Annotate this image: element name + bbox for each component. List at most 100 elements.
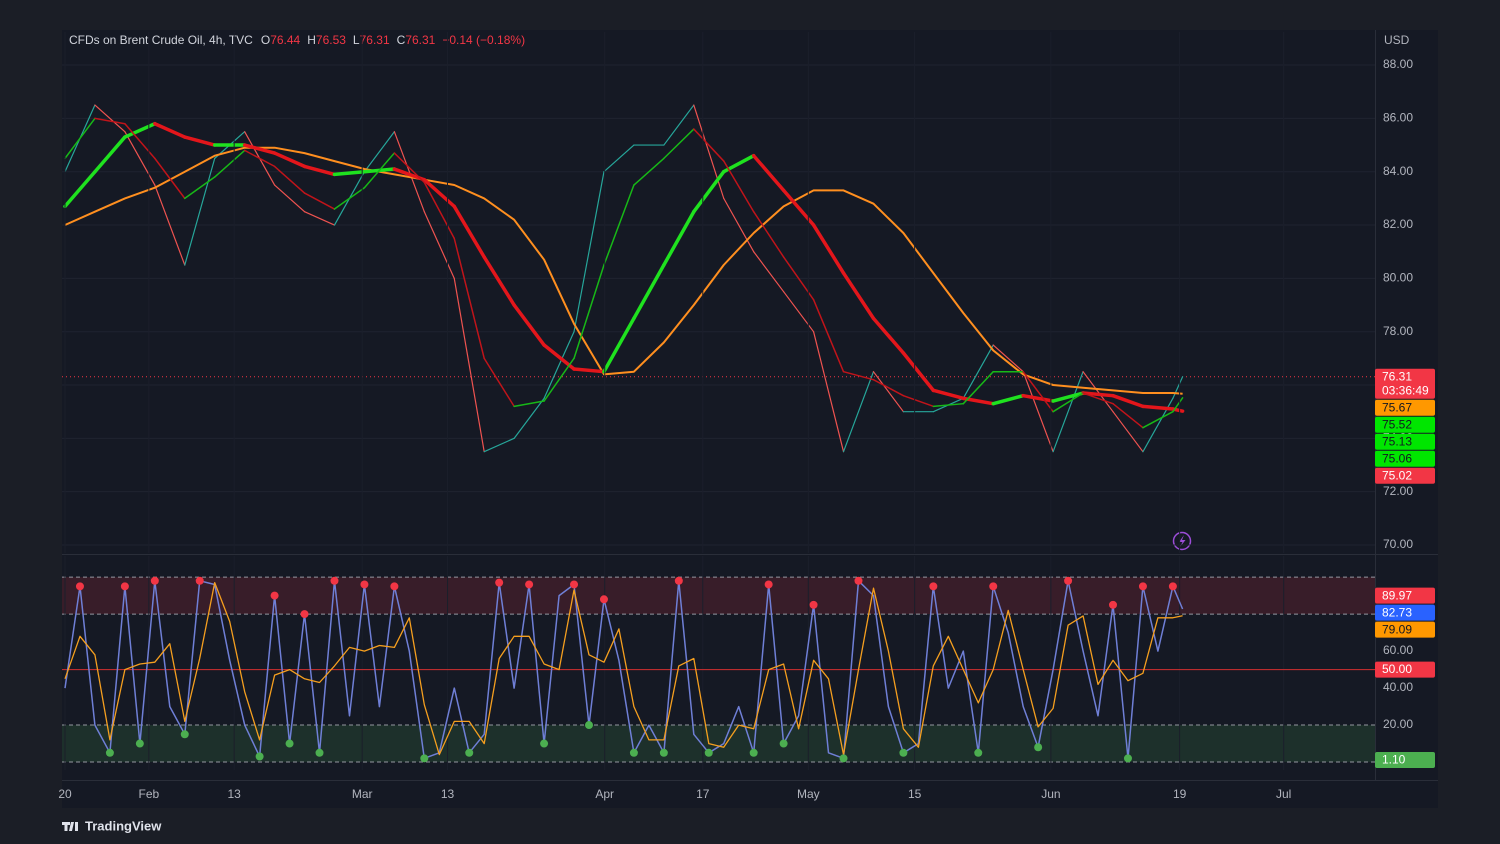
extreme-marker — [1138, 582, 1147, 591]
y-tick-label: 40.00 — [1383, 680, 1413, 694]
price-tag — [1375, 661, 1435, 678]
line-segment — [992, 344, 1024, 373]
line-segment — [872, 378, 905, 397]
price-tag — [1375, 399, 1435, 416]
extreme-marker — [1108, 600, 1117, 609]
price-tag-label: 76.31 — [1382, 369, 1412, 383]
line-segment — [1051, 391, 1085, 403]
x-tick-label: Jun — [1041, 787, 1060, 801]
y-tick-label: 86.00 — [1383, 111, 1413, 125]
ohlc-label: O — [261, 33, 270, 47]
line-segment — [693, 128, 725, 162]
alert-bolt[interactable] — [1179, 535, 1186, 547]
x-tick-label: 13 — [441, 787, 455, 801]
extreme-marker — [330, 576, 339, 585]
line-segment — [393, 131, 425, 213]
extreme-marker — [150, 576, 159, 585]
line-segment — [962, 370, 994, 405]
logo-mark[interactable] — [62, 822, 78, 831]
alert-circle[interactable] — [1172, 531, 1192, 551]
line-segment — [273, 184, 306, 213]
line-segment — [753, 251, 785, 293]
extreme-marker — [809, 600, 818, 609]
extreme-marker — [899, 748, 908, 757]
price-tag — [1375, 587, 1435, 604]
line-segment — [154, 157, 186, 200]
price-tag — [1375, 604, 1435, 621]
line-segment — [812, 298, 845, 373]
extreme-marker — [989, 582, 998, 591]
line-segment — [422, 177, 457, 209]
line-segment — [1112, 411, 1144, 453]
extreme-marker — [420, 754, 429, 763]
line-segment — [1172, 376, 1184, 399]
y-tick-label: 78.00 — [1383, 324, 1413, 338]
line-segment — [303, 211, 336, 226]
line-segment — [93, 135, 127, 174]
y-tick-label: 82.00 — [1383, 217, 1413, 231]
line-segment — [184, 157, 216, 266]
extreme-marker — [629, 748, 638, 757]
footer-brand[interactable]: TradingView — [85, 818, 162, 833]
extreme-marker — [270, 591, 279, 600]
line-segment — [483, 357, 515, 408]
line-segment — [723, 197, 755, 253]
line-segment — [871, 316, 906, 355]
extreme-marker — [135, 739, 144, 748]
line-segment — [722, 160, 755, 213]
line-segment — [633, 157, 665, 186]
line-segment — [752, 210, 785, 258]
line-segment — [213, 149, 246, 178]
x-tick-label: 17 — [696, 787, 710, 801]
line-segment — [153, 121, 187, 139]
line-segment — [603, 184, 635, 266]
extreme-marker — [300, 610, 309, 619]
line-segment — [991, 393, 1025, 406]
extreme-marker — [704, 748, 713, 757]
extreme-marker — [674, 576, 683, 585]
line-segment — [243, 149, 276, 168]
x-tick-label: Mar — [352, 787, 373, 801]
line-segment — [1022, 371, 1054, 453]
extreme-marker — [779, 739, 788, 748]
line-segment — [363, 131, 395, 173]
line-segment — [1022, 370, 1054, 413]
y-tick-label: 88.00 — [1383, 57, 1413, 71]
line-segment — [1052, 371, 1084, 453]
extreme-marker — [570, 580, 579, 589]
ohlc-value: 76.31 — [360, 33, 390, 47]
price-tag-countdown: 03:36:49 — [1382, 383, 1429, 397]
extreme-marker — [1123, 754, 1132, 763]
line-segment — [1021, 393, 1055, 403]
line-segment — [483, 437, 515, 453]
line-segment — [452, 204, 486, 259]
extreme-marker — [390, 582, 399, 591]
extreme-marker — [839, 754, 848, 763]
line-segment — [333, 186, 366, 210]
line-segment — [962, 344, 994, 399]
line-segment — [1141, 404, 1175, 411]
line-segment — [663, 104, 695, 146]
line-segment — [453, 237, 485, 360]
line-segment — [902, 394, 935, 408]
y-tick-label: 70.00 — [1383, 537, 1413, 551]
price-tag — [1375, 752, 1435, 769]
y-tick-label: 72.00 — [1383, 484, 1413, 498]
line-segment — [123, 121, 157, 139]
y-tick-label: 20.00 — [1383, 717, 1413, 731]
alert-icon[interactable] — [1172, 531, 1192, 551]
line-segment — [543, 331, 575, 399]
extreme-marker — [195, 576, 204, 585]
line-segment — [931, 388, 966, 401]
line-segment — [94, 117, 126, 125]
line-segment — [124, 131, 156, 186]
price-tag — [1375, 621, 1435, 638]
line-segment — [872, 371, 904, 413]
x-tick-label: Apr — [595, 787, 614, 801]
price-tag-label: 75.67 — [1382, 400, 1412, 414]
logo[interactable]: TradingView — [62, 818, 162, 833]
extreme-marker — [75, 582, 84, 591]
extreme-marker — [525, 580, 534, 589]
